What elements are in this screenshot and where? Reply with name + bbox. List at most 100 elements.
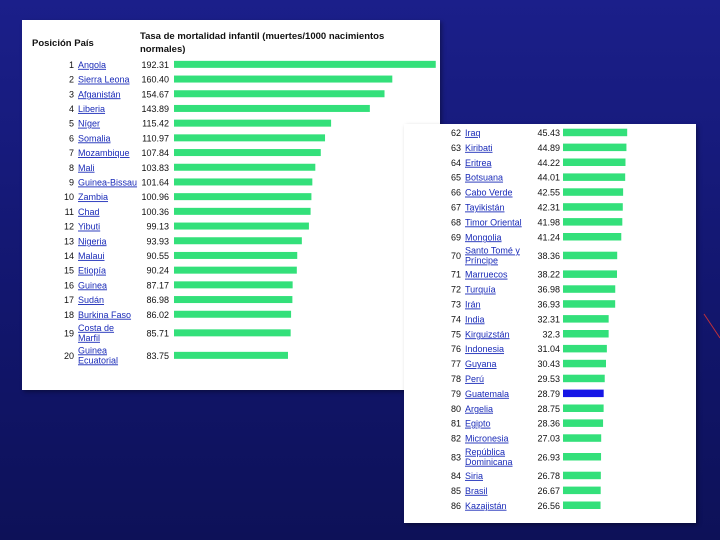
value-bar [563, 251, 618, 260]
value-bar [563, 389, 604, 398]
rank-label: 83 [451, 452, 461, 462]
value-bar [174, 207, 311, 215]
value-label: 100.36 [141, 207, 169, 217]
rank-label: 11 [65, 207, 74, 217]
value-bar [174, 237, 302, 245]
country-link[interactable]: Malaui [78, 251, 105, 261]
country-link[interactable]: Santo Tomé y Príncipe [465, 245, 520, 265]
country-link[interactable]: Sierra Leona [78, 75, 130, 85]
rank-label: 84 [451, 471, 461, 481]
country-link[interactable]: Liberia [78, 104, 105, 114]
country-link[interactable]: Egipto [465, 419, 491, 429]
value-bar [174, 266, 297, 274]
rank-label: 72 [451, 285, 461, 295]
rank-label: 7 [69, 148, 74, 158]
value-bar [174, 178, 313, 186]
country-link[interactable]: Marruecos [465, 270, 508, 280]
country-link[interactable]: Sudán [78, 295, 104, 305]
country-link[interactable]: Indonesia [465, 344, 504, 354]
country-link[interactable]: Irán [465, 299, 481, 309]
country-link[interactable]: Botsuana [465, 173, 503, 183]
country-link[interactable]: Chad [78, 207, 100, 217]
rank-label: 78 [451, 374, 461, 384]
value-bar [563, 285, 616, 293]
rank-label: 70 [451, 251, 461, 261]
country-link[interactable]: Perú [465, 374, 484, 384]
country-link[interactable]: Mongolia [465, 232, 502, 242]
value-label: 32.3 [542, 329, 560, 339]
country-link[interactable]: India [465, 314, 485, 324]
right-ranking-panel: 62 Iraq 45.43 63 Kiribati 44.89 64 Eritrea 44.22… [404, 124, 696, 523]
rank-label: 2 [69, 75, 74, 85]
country-link[interactable]: Guinea [78, 280, 107, 290]
value-bar [174, 60, 436, 68]
value-bar [174, 329, 291, 337]
value-label: 87.17 [146, 280, 169, 290]
value-label: 38.36 [537, 251, 560, 261]
value-bar [563, 218, 623, 226]
value-bar [563, 315, 609, 323]
country-link[interactable]: Yibuti [78, 222, 100, 232]
country-link[interactable]: Afganistán [78, 89, 121, 99]
country-link[interactable]: Brasil [465, 486, 488, 496]
country-link[interactable]: República Dominicana [465, 447, 513, 467]
value-label: 101.64 [141, 177, 169, 187]
country-link[interactable]: Siria [465, 471, 483, 481]
rank-label: 20 [64, 351, 74, 361]
value-bar [174, 134, 326, 142]
rank-label: 13 [64, 236, 74, 246]
country-link[interactable]: Micronesia [465, 434, 509, 444]
country-link[interactable]: Guinea Ecuatorial [78, 345, 118, 365]
country-link[interactable]: Guyana [465, 359, 497, 369]
value-bar [563, 300, 616, 308]
rank-label: 14 [64, 251, 74, 261]
country-link[interactable]: Guinea-Bissau [78, 177, 137, 187]
country-link[interactable]: Burkina Faso [78, 310, 131, 320]
country-link[interactable]: Kiribati [465, 143, 493, 153]
value-label: 110.97 [142, 133, 169, 143]
country-link[interactable]: Guatemala [465, 389, 509, 399]
country-link[interactable]: Cabo Verde [465, 188, 513, 198]
country-link[interactable]: Iraq [465, 128, 481, 138]
country-link[interactable]: Kazajistán [465, 501, 507, 511]
country-link[interactable]: Timor Oriental [465, 217, 522, 227]
country-link[interactable]: Nigeria [78, 236, 107, 246]
value-bar [563, 128, 628, 137]
value-label: 86.98 [146, 295, 169, 305]
country-link[interactable]: Zambia [78, 192, 108, 202]
value-bar [563, 419, 604, 427]
country-link[interactable]: Argelia [465, 404, 493, 414]
rank-label: 5 [69, 119, 74, 129]
value-bar [174, 75, 393, 83]
value-label: 29.53 [537, 374, 560, 384]
value-label: 90.24 [146, 266, 169, 276]
country-link[interactable]: Kirguizstán [465, 329, 510, 339]
country-link[interactable]: Eritrea [465, 158, 492, 168]
value-label: 42.55 [537, 188, 560, 198]
country-link[interactable]: Etiopía [78, 266, 106, 276]
value-bar [563, 404, 604, 412]
value-bar [174, 193, 312, 201]
value-bar [563, 471, 601, 480]
value-bar [563, 143, 627, 152]
value-label: 143.89 [141, 104, 169, 114]
country-link[interactable]: Níger [78, 119, 100, 129]
value-bar [563, 359, 606, 368]
country-link[interactable]: Mali [78, 163, 95, 173]
country-link[interactable]: Angola [78, 60, 106, 70]
country-link[interactable]: Tayikistán [465, 202, 505, 212]
rank-label: 71 [451, 270, 461, 280]
left-bar-chart: Posición País Tasa de mortalidad infantil… [32, 31, 436, 365]
country-link[interactable]: Somalia [78, 133, 111, 143]
rank-label: 75 [451, 329, 461, 339]
header-rate: Tasa de mortalidad infantil (muertes/100… [140, 31, 384, 55]
value-label: 30.43 [537, 359, 560, 369]
country-link[interactable]: Turquía [465, 285, 496, 295]
country-link[interactable]: Mozambique [78, 148, 130, 158]
rank-label: 12 [64, 222, 74, 232]
value-bar [563, 188, 624, 196]
rank-label: 4 [69, 104, 74, 114]
country-link[interactable]: Costa de Marfil [78, 323, 114, 343]
value-bar [174, 163, 316, 171]
value-label: 44.01 [537, 173, 560, 183]
